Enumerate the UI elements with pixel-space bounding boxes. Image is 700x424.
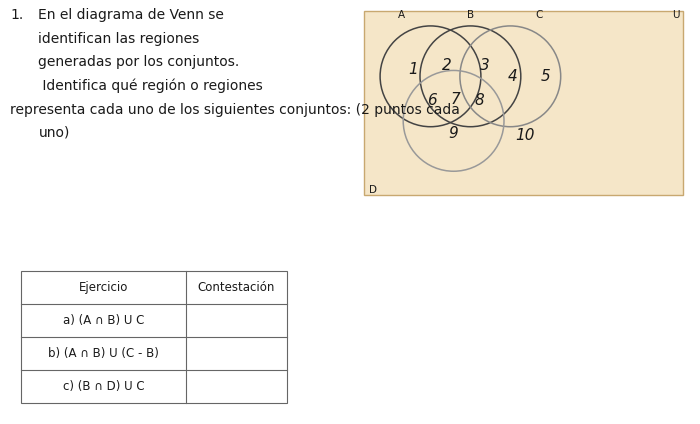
Text: Contestación: Contestación <box>198 281 275 294</box>
Text: generadas por los conjuntos.: generadas por los conjuntos. <box>38 55 239 69</box>
Text: U: U <box>672 10 679 20</box>
Text: 3: 3 <box>480 58 490 73</box>
Text: identifican las regiones: identifican las regiones <box>38 32 200 46</box>
Text: En el diagrama de Venn se: En el diagrama de Venn se <box>38 8 225 22</box>
Text: 7: 7 <box>451 92 461 107</box>
Text: 1.: 1. <box>10 8 24 22</box>
Text: c) (B ∩ D) U C: c) (B ∩ D) U C <box>62 380 144 393</box>
Text: A: A <box>398 10 405 20</box>
Text: 10: 10 <box>515 128 535 143</box>
Text: 2: 2 <box>442 58 452 73</box>
Text: a) (A ∩ B) U C: a) (A ∩ B) U C <box>63 314 144 327</box>
Text: 4: 4 <box>508 69 517 84</box>
Bar <box>364 11 682 195</box>
Text: 6: 6 <box>427 93 437 109</box>
Text: C: C <box>536 10 542 20</box>
Bar <box>21 271 287 403</box>
Text: Identifica qué región o regiones: Identifica qué región o regiones <box>38 78 263 93</box>
Text: representa cada uno de los siguientes conjuntos: (2 puntos cada: representa cada uno de los siguientes co… <box>10 103 461 117</box>
Text: uno): uno) <box>38 126 70 140</box>
Text: b) (A ∩ B) U (C - B): b) (A ∩ B) U (C - B) <box>48 347 159 360</box>
Text: 1: 1 <box>408 62 418 78</box>
Text: B: B <box>467 10 474 20</box>
Text: 8: 8 <box>475 93 484 109</box>
Text: 5: 5 <box>541 69 551 84</box>
Text: Ejercicio: Ejercicio <box>79 281 128 294</box>
Text: D: D <box>369 184 377 195</box>
Text: 9: 9 <box>449 126 458 141</box>
